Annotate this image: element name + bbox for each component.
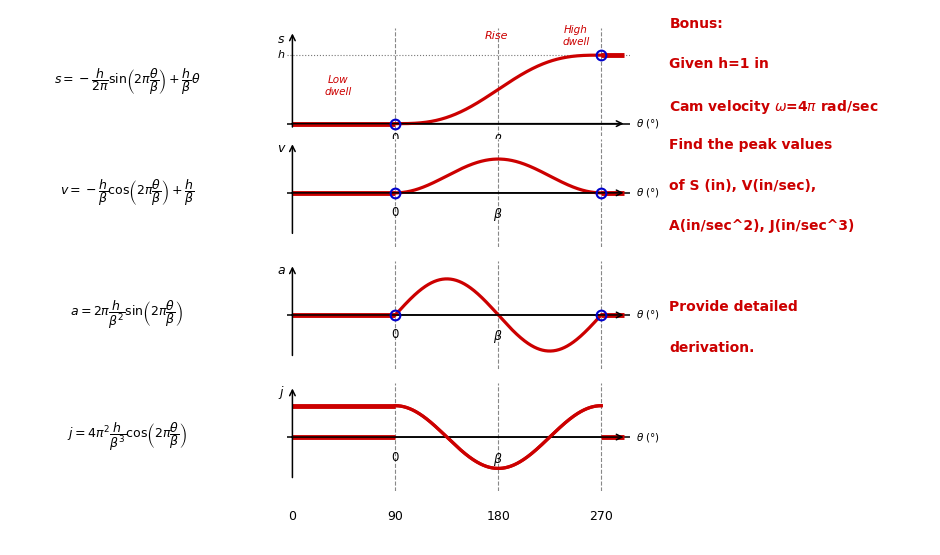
Text: High
dwell: High dwell: [562, 25, 589, 47]
Text: $\beta$: $\beta$: [494, 329, 503, 346]
Text: Rise: Rise: [484, 31, 508, 41]
Text: h: h: [277, 50, 285, 60]
Text: 0: 0: [392, 329, 399, 341]
Text: Bonus:: Bonus:: [669, 17, 723, 31]
Text: $j = 4\pi^2\dfrac{h}{\beta^3}\cos\!\left(2\pi\dfrac{\theta}{\beta}\right)$: $j = 4\pi^2\dfrac{h}{\beta^3}\cos\!\left…: [67, 421, 187, 453]
Text: $\theta$ (°): $\theta$ (°): [635, 186, 660, 199]
Text: Cam velocity $\omega$=4$\pi$ rad/sec: Cam velocity $\omega$=4$\pi$ rad/sec: [669, 98, 879, 115]
Text: Given h=1 in: Given h=1 in: [669, 57, 769, 71]
Text: $\beta$: $\beta$: [494, 132, 503, 149]
Text: Low
dwell: Low dwell: [324, 75, 352, 97]
Text: derivation.: derivation.: [669, 341, 755, 355]
Text: j: j: [279, 386, 283, 399]
Text: A(in/sec^2), J(in/sec^3): A(in/sec^2), J(in/sec^3): [669, 219, 854, 233]
Text: 180: 180: [486, 510, 510, 523]
Text: $s = -\dfrac{h}{2\pi}\sin\!\left(2\pi\dfrac{\theta}{\beta}\right)+\dfrac{h}{\bet: $s = -\dfrac{h}{2\pi}\sin\!\left(2\pi\df…: [54, 67, 200, 97]
Text: $v = -\dfrac{h}{\beta}\cos\!\left(2\pi\dfrac{\theta}{\beta}\right)+\dfrac{h}{\be: $v = -\dfrac{h}{\beta}\cos\!\left(2\pi\d…: [60, 178, 194, 208]
Text: s: s: [277, 33, 284, 46]
Text: 0: 0: [392, 132, 399, 145]
Text: Find the peak values: Find the peak values: [669, 138, 833, 152]
Text: $\beta$: $\beta$: [494, 451, 503, 468]
Text: $\beta$: $\beta$: [494, 206, 503, 224]
Text: Provide detailed: Provide detailed: [669, 300, 798, 314]
Text: 0: 0: [289, 510, 296, 523]
Text: 90: 90: [387, 510, 403, 523]
Text: $\theta$ (°): $\theta$ (°): [635, 309, 660, 321]
Text: 270: 270: [589, 510, 613, 523]
Text: $a = 2\pi\dfrac{h}{\beta^2}\sin\!\left(2\pi\dfrac{\theta}{\beta}\right)$: $a = 2\pi\dfrac{h}{\beta^2}\sin\!\left(2…: [70, 299, 183, 331]
Text: $\theta$ (°): $\theta$ (°): [635, 117, 660, 130]
Text: $\theta$ (°): $\theta$ (°): [635, 431, 660, 443]
Text: a: a: [277, 264, 285, 277]
Text: 0: 0: [392, 451, 399, 463]
Text: 0: 0: [392, 206, 399, 219]
Text: of S (in), V(in/sec),: of S (in), V(in/sec),: [669, 179, 817, 193]
Text: v: v: [277, 142, 285, 155]
